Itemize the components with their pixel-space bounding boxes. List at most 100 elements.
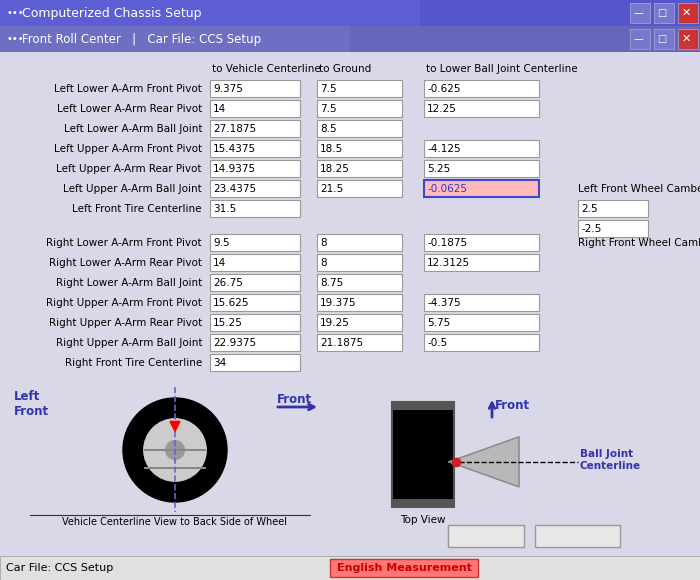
Bar [535,525,620,547]
Text: Calculate: Calculate [550,530,605,542]
Bar [654,3,674,23]
Text: 14: 14 [213,103,226,114]
Text: 8: 8 [320,237,327,248]
Bar [317,294,402,311]
Text: 18.5: 18.5 [320,143,343,154]
Text: 14.9375: 14.9375 [213,164,256,173]
Text: Left Upper A-Arm Front Pivot: Left Upper A-Arm Front Pivot [54,143,202,154]
Text: -4.375: -4.375 [427,298,461,307]
Text: 8.75: 8.75 [320,277,343,288]
Text: Left
Front: Left Front [14,390,49,418]
Bar [317,254,402,271]
Bar [210,234,300,251]
Bar [424,294,539,311]
Text: 12.25: 12.25 [427,103,457,114]
Bar [210,294,300,311]
Text: •••: ••• [6,34,24,44]
Bar [210,274,300,291]
Text: 19.375: 19.375 [320,298,356,307]
Bar [210,140,300,157]
Bar [424,160,539,177]
Bar [678,3,698,23]
Bar [317,160,402,177]
Bar [317,100,402,117]
Text: Right Upper A-Arm Ball Joint: Right Upper A-Arm Ball Joint [55,338,202,347]
Text: Computerized Chassis Setup: Computerized Chassis Setup [22,6,202,20]
Text: Left Lower A-Arm Ball Joint: Left Lower A-Arm Ball Joint [64,124,202,133]
Bar [448,525,524,547]
Text: 22.9375: 22.9375 [213,338,256,347]
Text: 27.1875: 27.1875 [213,124,256,133]
Bar [654,29,674,49]
Text: -0.1875: -0.1875 [427,237,467,248]
Bar [317,80,402,97]
Text: -0.0625: -0.0625 [427,183,467,194]
Text: 21.1875: 21.1875 [320,338,363,347]
Bar [317,180,402,197]
Text: Right Lower A-Arm Ball Joint: Right Lower A-Arm Ball Joint [56,277,202,288]
Text: -0.5: -0.5 [427,338,447,347]
Bar [392,402,454,410]
Text: 34: 34 [213,357,226,368]
Text: Right Upper A-Arm Rear Pivot: Right Upper A-Arm Rear Pivot [49,317,202,328]
Text: -2.5: -2.5 [581,223,601,234]
Bar [424,80,539,97]
Bar [0,26,700,52]
Bar [630,3,650,23]
Text: 14: 14 [213,258,226,267]
Text: Front Roll Center   |   Car File: CCS Setup: Front Roll Center | Car File: CCS Setup [22,32,261,45]
Bar [0,26,350,52]
Text: 7.5: 7.5 [320,84,337,93]
Text: 2.5: 2.5 [581,204,598,213]
Text: Right Upper A-Arm Front Pivot: Right Upper A-Arm Front Pivot [46,298,202,307]
Bar [578,220,648,237]
Bar [578,200,648,217]
Bar [0,0,420,26]
Text: 12.3125: 12.3125 [427,258,470,267]
Polygon shape [449,437,519,487]
Bar [210,80,300,97]
Bar [317,234,402,251]
Text: □: □ [657,8,666,18]
Text: 8: 8 [320,258,327,267]
Bar [317,334,402,351]
Bar [210,160,300,177]
Text: 15.25: 15.25 [213,317,243,328]
Bar [210,180,300,197]
Text: Left Lower A-Arm Rear Pivot: Left Lower A-Arm Rear Pivot [57,103,202,114]
Text: Left Upper A-Arm Ball Joint: Left Upper A-Arm Ball Joint [63,183,202,194]
Bar [317,314,402,331]
Text: to Vehicle Centerline: to Vehicle Centerline [212,64,321,74]
Bar [392,499,454,507]
Bar [330,559,478,577]
Circle shape [166,441,184,459]
Text: Ball Joint
Centerline: Ball Joint Centerline [580,449,641,470]
Text: 19.25: 19.25 [320,317,350,328]
Bar [0,0,700,26]
Bar [210,254,300,271]
Text: —: — [633,34,643,44]
Bar [210,100,300,117]
Text: —: — [633,8,643,18]
Text: 21.5: 21.5 [320,183,343,194]
Text: Vehicle Centerline View to Back Side of Wheel: Vehicle Centerline View to Back Side of … [62,517,288,527]
Circle shape [123,398,227,502]
Text: 15.4375: 15.4375 [213,143,256,154]
Text: •••: ••• [6,8,24,18]
Text: Car File: CCS Setup: Car File: CCS Setup [6,563,113,573]
Text: 23.4375: 23.4375 [213,183,256,194]
Text: -0.625: -0.625 [427,84,461,93]
Bar [210,120,300,137]
Text: Right Front Wheel Camber: Right Front Wheel Camber [578,237,700,248]
Bar [424,234,539,251]
Text: Right Lower A-Arm Rear Pivot: Right Lower A-Arm Rear Pivot [49,258,202,267]
Text: 9.375: 9.375 [213,84,243,93]
Text: ✕: ✕ [681,34,691,44]
Bar [0,556,700,580]
Text: to Ground: to Ground [319,64,371,74]
Text: 8.5: 8.5 [320,124,337,133]
Text: □: □ [657,34,666,44]
Text: Print: Print [473,530,500,542]
Text: Left Upper A-Arm Rear Pivot: Left Upper A-Arm Rear Pivot [57,164,202,173]
Bar [424,254,539,271]
